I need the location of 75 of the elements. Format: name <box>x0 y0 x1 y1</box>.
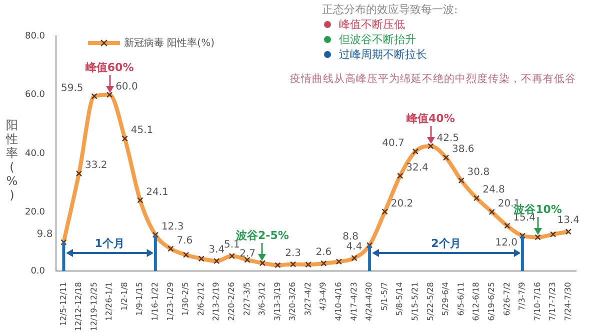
data-label: 59.5 <box>61 82 84 94</box>
x-tick-label: 5/22-5/28 <box>426 282 435 321</box>
x-tick-label: 4/17-4/23 <box>349 282 358 321</box>
annotation: 波谷2-5% <box>236 229 289 242</box>
data-label: 33.2 <box>84 160 108 172</box>
annotation: 1个月 <box>94 236 126 252</box>
y-tick-label: 80.0 <box>24 31 46 42</box>
x-tick-label: 12/19-12/25 <box>89 282 98 332</box>
x-tick-label: 6/26-7/2 <box>502 282 512 316</box>
x-tick-label: 5/29-6/4 <box>441 282 450 316</box>
x-tick-label: 5/15-5/21 <box>410 282 420 321</box>
data-label: 32.4 <box>406 162 428 174</box>
data-label: 30.8 <box>467 167 490 178</box>
x-tick-label: 12/12-12/18 <box>74 282 84 332</box>
data-label: 60.0 <box>116 81 138 92</box>
x-tick-label: 7/10-7/16 <box>532 282 542 321</box>
text: 峰值不断压低 <box>338 17 406 32</box>
x-tick-label: 1/16-1/22 <box>150 282 160 321</box>
annotation: 过峰周期不断拉长 <box>338 47 428 62</box>
annotation: 2个月 <box>430 236 462 252</box>
data-label: 45.1 <box>130 125 154 136</box>
x-tick-label: 1/23-1/29 <box>166 282 175 321</box>
x-tick-label: 3/13-3/19 <box>272 282 282 321</box>
x-tick-label: 7/3-7/9 <box>518 282 527 311</box>
data-label: 3.4 <box>208 244 225 256</box>
x-tick-label: 1/9-1/15 <box>135 282 144 316</box>
y-tick-label: 40.0 <box>24 148 46 159</box>
data-label: 2.7 <box>240 248 256 260</box>
data-label: 42.5 <box>436 132 459 144</box>
x-tick-label: 12/5-12/11 <box>58 282 68 326</box>
y-tick-label: 60.0 <box>24 90 46 100</box>
legend-label: 新冠病毒 阳性率(%) <box>124 36 214 50</box>
x-tick-label: 12/26-1/1 <box>104 282 114 321</box>
data-label: 4.4 <box>346 242 362 253</box>
data-label: 24.1 <box>146 186 168 198</box>
x-tick-label: 6/19-6/25 <box>486 282 496 321</box>
data-label: 8.8 <box>342 232 359 243</box>
data-label: 5.1 <box>224 240 240 251</box>
x-tick-label: 7/24-7/30 <box>563 282 572 321</box>
data-label: 38.6 <box>452 144 474 156</box>
x-tick-label: 1/30-2/5 <box>181 282 190 316</box>
x-tick-label: 5/1-5/7 <box>380 282 389 311</box>
y-tick-label: 0.0 <box>30 266 46 276</box>
y-tick-label: 20.0 <box>24 208 46 218</box>
data-label: 13.4 <box>557 215 580 226</box>
text: 正态分布的效应导致每一波: <box>322 2 459 17</box>
x-tick-label: 2/20-2/26 <box>226 282 236 321</box>
annotation: 峰值60% <box>85 60 134 74</box>
annotation: 疫情曲线从高峰压平为绵延不绝的中烈度传染，不再有低谷 <box>290 72 576 87</box>
data-label: 7.6 <box>176 235 193 246</box>
data-label: 9.8 <box>36 228 53 240</box>
data-label: 2.6 <box>316 246 332 258</box>
x-tick-label: 2/13-2/19 <box>212 282 221 321</box>
x-tick-label: 3/27-4/2 <box>303 282 312 316</box>
x-tick-label: 6/5-6/11 <box>456 282 466 316</box>
annotation: 峰值40% <box>406 112 455 126</box>
data-label: 2.3 <box>285 248 302 259</box>
data-label: 20.2 <box>390 198 414 210</box>
data-label: 12.3 <box>161 221 184 232</box>
data-label: 40.7 <box>382 138 404 150</box>
y-axis-title: 阳性率(%) <box>4 118 19 202</box>
x-tick-label: 7/17-7/23 <box>548 282 558 321</box>
x-tick-label: 4/10-4/16 <box>334 282 344 321</box>
data-label: 24.8 <box>482 184 505 196</box>
x-tick-label: 5/8-5/14 <box>395 282 404 316</box>
data-label: 12.0 <box>495 237 518 248</box>
x-tick-label: 3/20-3/26 <box>288 282 298 321</box>
x-tick-label: 4/3-4/9 <box>318 282 328 311</box>
x-tick-label: 3/6-3/12 <box>258 282 267 316</box>
x-tick-label: 4/24-4/30 <box>364 282 374 321</box>
x-tick-label: 1/2-1/8 <box>120 282 129 311</box>
x-tick-label: 2/6-2/12 <box>196 282 206 316</box>
x-tick-label: 6/12-6/18 <box>472 282 481 321</box>
x-tick-label: 2/27-3/5 <box>242 282 252 316</box>
annotation: 但波谷不断抬升 <box>338 32 417 47</box>
